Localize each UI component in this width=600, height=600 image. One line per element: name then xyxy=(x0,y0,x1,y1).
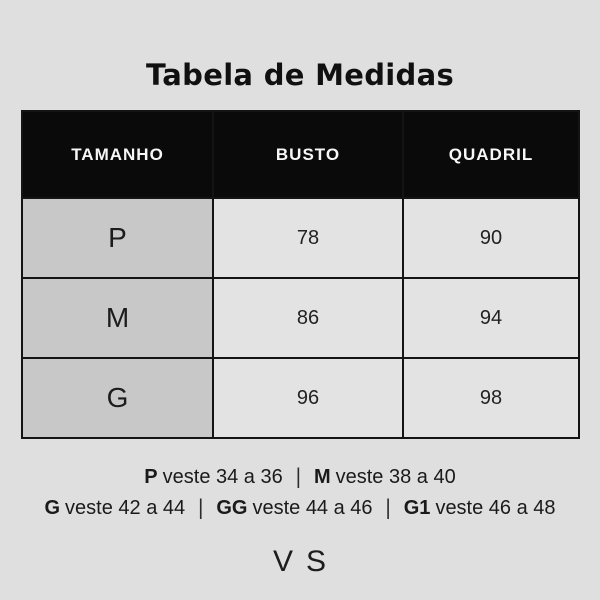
size-label-m: M xyxy=(21,277,214,359)
busto-value-p: 78 xyxy=(212,197,404,279)
fit-note-text-p: veste 34 a 36 xyxy=(162,466,283,488)
note-separator: | xyxy=(385,495,391,521)
busto-value-m: 86 xyxy=(212,277,404,359)
fit-note-text-gg: veste 44 a 46 xyxy=(252,497,373,519)
fit-note-text-g1: veste 46 a 48 xyxy=(435,497,556,519)
fit-note-size-g1: G1 xyxy=(403,497,431,519)
table-row-g: G 96 98 xyxy=(21,357,580,439)
page-title: Tabela de Medidas xyxy=(145,58,455,93)
note-separator: | xyxy=(295,464,301,490)
fit-note-text-m: veste 38 a 40 xyxy=(335,466,456,488)
table-header-row: TAMANHO BUSTO QUADRIL xyxy=(21,110,580,199)
brand-logo-letter-s: S xyxy=(306,545,328,578)
fit-note-size-g: G xyxy=(44,497,61,519)
quadril-value-p: 90 xyxy=(402,197,580,279)
column-header-quadril: QUADRIL xyxy=(402,110,580,199)
size-measurements-table: TAMANHO BUSTO QUADRIL P 78 90 M 86 94 G … xyxy=(21,110,580,439)
fit-note-size-m: M xyxy=(313,466,331,488)
size-label-g: G xyxy=(21,357,214,439)
fit-note-text-g: veste 42 a 44 xyxy=(65,497,186,519)
quadril-value-m: 94 xyxy=(402,277,580,359)
note-separator: | xyxy=(198,495,204,521)
column-header-busto: BUSTO xyxy=(212,110,404,199)
brand-logo-letter-v: V xyxy=(272,545,293,578)
size-label-p: P xyxy=(21,197,214,279)
quadril-value-g: 98 xyxy=(402,357,580,439)
busto-value-g: 96 xyxy=(212,357,404,439)
table-row-m: M 86 94 xyxy=(21,277,580,359)
fit-note-size-p: P xyxy=(144,466,158,488)
column-header-tamanho: TAMANHO xyxy=(21,110,214,199)
table-row-p: P 78 90 xyxy=(21,197,580,279)
fit-note-size-gg: GG xyxy=(216,497,248,519)
